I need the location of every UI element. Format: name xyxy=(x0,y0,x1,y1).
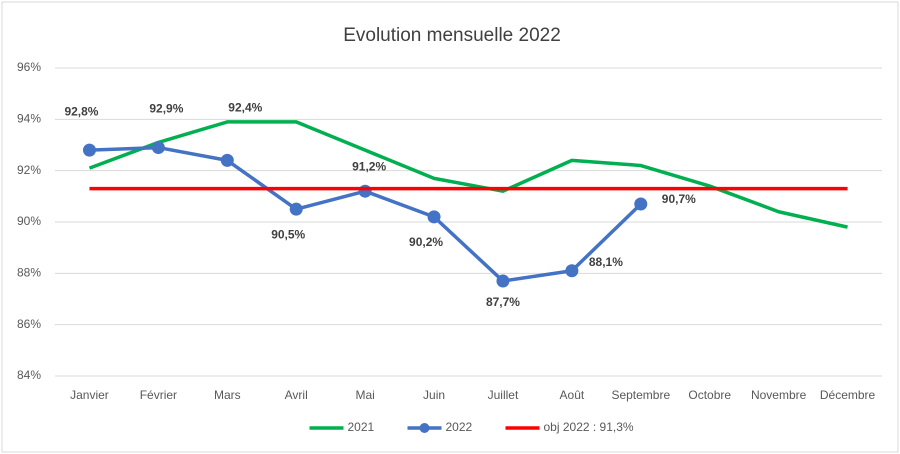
data-label: 90,2% xyxy=(409,235,443,249)
legend-label: 2021 xyxy=(348,420,375,434)
x-tick-label: Juillet xyxy=(488,388,519,402)
point-marker xyxy=(427,210,441,224)
data-label: 90,7% xyxy=(662,192,696,206)
point-marker xyxy=(289,202,303,216)
x-tick-label: Décembre xyxy=(820,388,876,402)
y-tick-label: 88% xyxy=(17,266,41,280)
legend-label: obj 2022 : 91,3% xyxy=(544,420,634,434)
x-tick-label: Septembre xyxy=(611,388,670,402)
data-label: 92,8% xyxy=(64,104,98,118)
chart-title: Evolution mensuelle 2022 xyxy=(343,25,561,46)
x-tick-label: Août xyxy=(560,388,585,402)
y-tick-label: 92% xyxy=(17,163,41,177)
data-label: 91,2% xyxy=(352,159,386,173)
legend-label: 2022 xyxy=(446,420,473,434)
point-marker xyxy=(565,264,579,278)
x-tick-label: Avril xyxy=(285,388,308,402)
x-tick-label: Mai xyxy=(355,388,374,402)
data-label: 88,1% xyxy=(589,255,623,269)
x-tick-label: Mars xyxy=(214,388,241,402)
point-marker xyxy=(496,274,510,288)
x-tick-label: Juin xyxy=(423,388,445,402)
point-marker xyxy=(358,184,372,198)
x-tick-label: Novembre xyxy=(751,388,807,402)
y-tick-label: 86% xyxy=(17,317,41,331)
point-marker xyxy=(151,141,165,155)
y-tick-label: 90% xyxy=(17,214,41,228)
data-label: 87,7% xyxy=(486,295,520,309)
x-tick-label: Octobre xyxy=(688,388,731,402)
y-tick-label: 94% xyxy=(17,112,41,126)
data-label: 92,4% xyxy=(228,101,262,115)
y-tick-label: 96% xyxy=(17,60,41,74)
x-tick-label: Février xyxy=(140,388,177,402)
data-label: 92,9% xyxy=(149,102,183,116)
legend-marker xyxy=(419,423,430,433)
point-marker xyxy=(82,143,96,157)
data-label: 90,5% xyxy=(271,227,305,241)
point-marker xyxy=(634,197,648,211)
point-marker xyxy=(220,153,234,167)
y-tick-label: 84% xyxy=(17,368,41,382)
x-tick-label: Janvier xyxy=(70,388,109,402)
